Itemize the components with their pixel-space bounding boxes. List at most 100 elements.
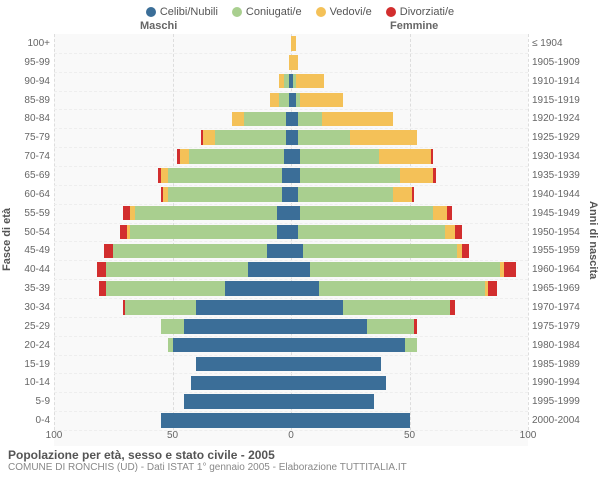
seg-single	[282, 168, 291, 183]
seg-widowed	[400, 168, 433, 183]
seg-married	[300, 206, 433, 221]
birth-label: 1925-1929	[532, 128, 586, 147]
male-bar	[54, 279, 291, 298]
seg-single	[291, 244, 303, 259]
seg-divorced	[433, 168, 435, 183]
seg-married	[279, 93, 288, 108]
birth-label: 1995-1999	[532, 392, 586, 411]
seg-single	[291, 130, 298, 145]
seg-married	[168, 168, 282, 183]
legend-label: Vedovi/e	[330, 6, 372, 18]
seg-married	[298, 187, 393, 202]
seg-divorced	[104, 244, 113, 259]
seg-single	[291, 338, 405, 353]
male-bar	[54, 373, 291, 392]
seg-married	[310, 262, 500, 277]
male-bar	[54, 147, 291, 166]
seg-divorced	[447, 206, 452, 221]
male-bar	[54, 204, 291, 223]
male-bar	[54, 34, 291, 53]
legend: Celibi/NubiliConiugati/eVedovi/eDivorzia…	[0, 0, 600, 20]
seg-widowed	[433, 206, 447, 221]
legend-item: Coniugati/e	[232, 6, 302, 18]
seg-widowed	[300, 93, 343, 108]
pyramid-row	[54, 128, 528, 147]
seg-married	[298, 225, 445, 240]
seg-married	[298, 112, 322, 127]
male-bar	[54, 223, 291, 242]
seg-divorced	[99, 281, 106, 296]
seg-married	[168, 187, 282, 202]
seg-widowed	[270, 93, 279, 108]
female-bar	[291, 355, 528, 374]
female-bar	[291, 336, 528, 355]
pyramid-row	[54, 72, 528, 91]
female-bar	[291, 373, 528, 392]
seg-married	[367, 319, 414, 334]
age-label: 45-49	[14, 241, 50, 260]
legend-swatch	[316, 7, 326, 17]
legend-item: Divorziati/e	[386, 6, 454, 18]
female-bar	[291, 204, 528, 223]
pyramid-row	[54, 34, 528, 53]
pyramid-row	[54, 298, 528, 317]
birth-label: 1910-1914	[532, 72, 586, 91]
legend-label: Coniugati/e	[246, 6, 302, 18]
seg-widowed	[445, 225, 454, 240]
legend-swatch	[146, 7, 156, 17]
birth-label: 1985-1989	[532, 355, 586, 374]
pyramid-row	[54, 260, 528, 279]
male-bar	[54, 392, 291, 411]
seg-single	[196, 300, 291, 315]
seg-divorced	[414, 319, 416, 334]
male-bar	[54, 91, 291, 110]
male-bar	[54, 298, 291, 317]
age-labels: 100+95-9990-9485-8980-8475-7970-7465-696…	[14, 34, 54, 446]
male-bar	[54, 166, 291, 185]
birth-label: 1990-1994	[532, 373, 586, 392]
male-bar	[54, 185, 291, 204]
seg-widowed	[379, 149, 431, 164]
seg-single	[196, 357, 291, 372]
age-label: 5-9	[14, 392, 50, 411]
seg-single	[291, 281, 319, 296]
age-label: 15-19	[14, 355, 50, 374]
seg-single	[277, 206, 291, 221]
seg-widowed	[322, 112, 393, 127]
female-bar	[291, 392, 528, 411]
male-bar	[54, 53, 291, 72]
header-male: Maschi	[140, 20, 177, 32]
seg-single	[284, 149, 291, 164]
female-bar	[291, 223, 528, 242]
pyramid-row	[54, 241, 528, 260]
age-label: 85-89	[14, 91, 50, 110]
seg-single	[184, 394, 291, 409]
legend-swatch	[232, 7, 242, 17]
seg-married	[298, 130, 350, 145]
seg-divorced	[431, 149, 433, 164]
chart: Fasce di età 100+95-9990-9485-8980-8475-…	[0, 34, 600, 446]
seg-divorced	[504, 262, 516, 277]
female-bar	[291, 53, 528, 72]
seg-single	[191, 376, 291, 391]
pyramid-row	[54, 336, 528, 355]
x-tick: 0	[288, 430, 294, 441]
x-tick: 100	[520, 430, 537, 441]
male-bar	[54, 109, 291, 128]
seg-married	[161, 319, 185, 334]
birth-label: 1930-1934	[532, 147, 586, 166]
seg-divorced	[97, 262, 106, 277]
male-bar	[54, 355, 291, 374]
seg-married	[135, 206, 277, 221]
seg-single	[291, 225, 298, 240]
age-label: 50-54	[14, 223, 50, 242]
birth-label: 1955-1959	[532, 241, 586, 260]
birth-label: 1970-1974	[532, 298, 586, 317]
female-bar	[291, 128, 528, 147]
seg-married	[125, 300, 196, 315]
birth-label: 2000-2004	[532, 411, 586, 430]
pyramid-row	[54, 53, 528, 72]
pyramid-row	[54, 373, 528, 392]
chart-title: Popolazione per età, sesso e stato civil…	[8, 448, 592, 462]
male-bar	[54, 411, 291, 430]
